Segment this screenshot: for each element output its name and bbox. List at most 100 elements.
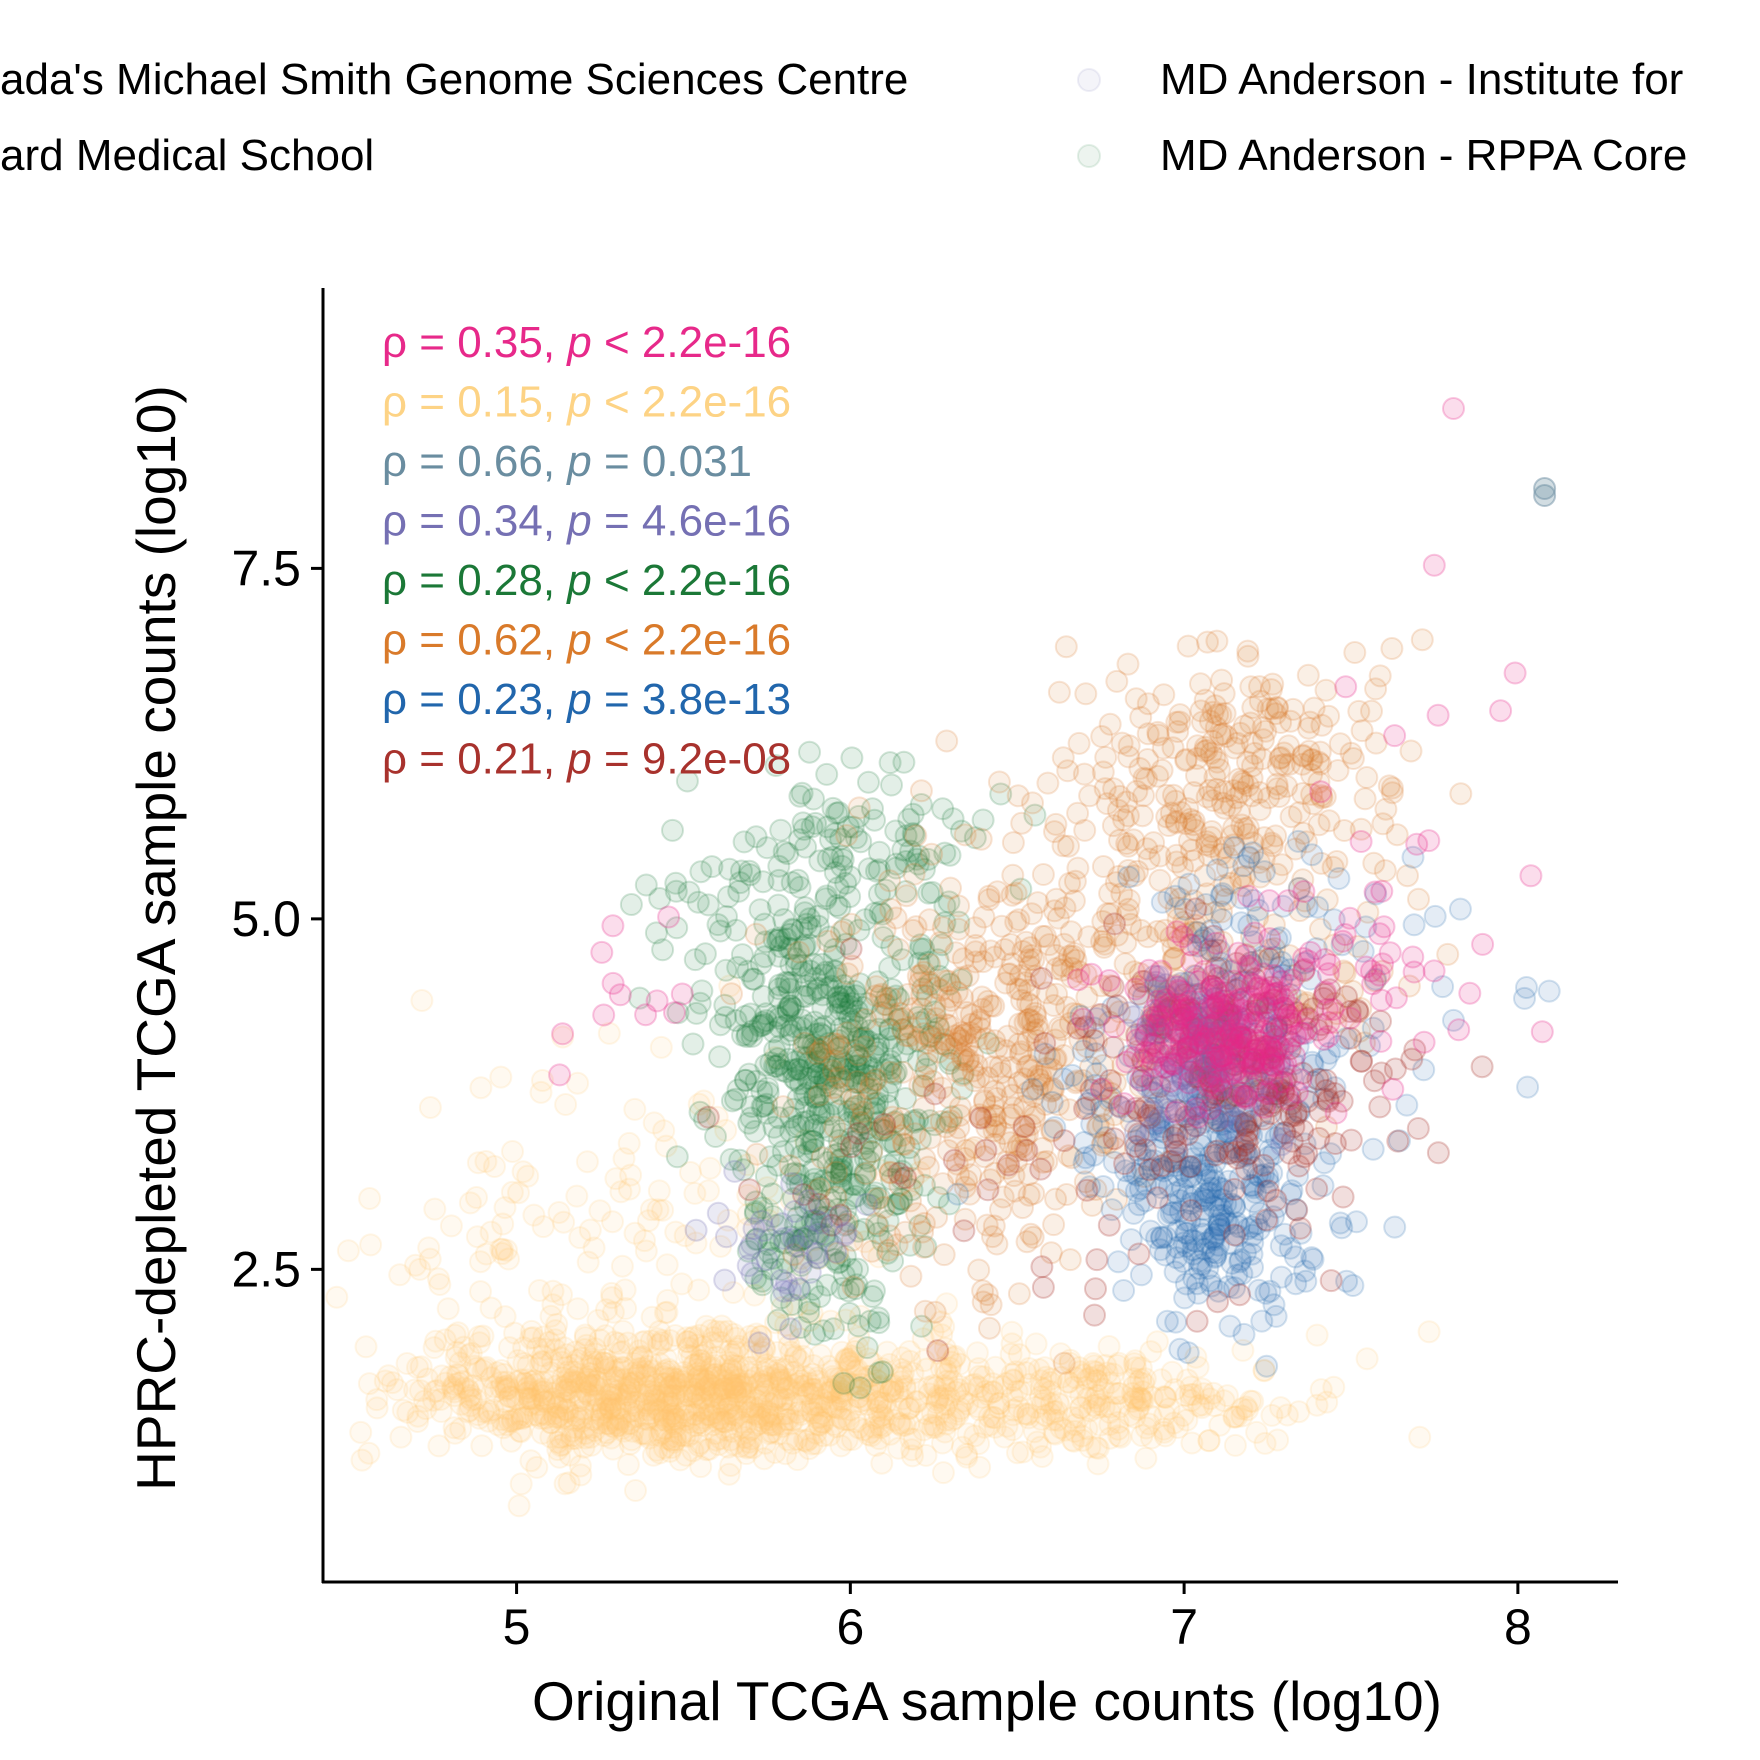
scatter-point: [781, 1431, 804, 1455]
scatter-point: [1031, 1275, 1055, 1299]
scatter-point: [1077, 925, 1101, 949]
scatter-point: [971, 1290, 995, 1314]
scatter-point: [1341, 747, 1365, 770]
scatter-point: [682, 1403, 706, 1427]
scatter-point: [976, 1178, 1000, 1202]
scatter-point: [1519, 864, 1543, 888]
scatter-point: [1146, 720, 1170, 744]
scatter-point: [1289, 1068, 1313, 1092]
scatter-point: [664, 1220, 688, 1244]
scatter-point: [1206, 1290, 1230, 1314]
y-axis-title: HPRC-depleted TCGA sample counts (log10): [125, 385, 187, 1491]
scatter-point: [738, 1237, 762, 1261]
scatter-point: [623, 1390, 647, 1414]
scatter-point: [537, 1330, 561, 1354]
scatter-point: [788, 875, 812, 899]
scatter-point: [753, 1431, 777, 1455]
scatter-point: [1250, 747, 1274, 771]
scatter-point: [1097, 1213, 1121, 1237]
scatter-point: [1166, 1131, 1190, 1155]
scatter-point: [489, 1376, 513, 1400]
scatter-point: [574, 1422, 597, 1445]
scatter-point: [1381, 1077, 1405, 1101]
scatter-point: [477, 1401, 501, 1425]
scatter-point: [493, 1305, 517, 1329]
scatter-point: [549, 1346, 573, 1370]
scatter-point: [702, 1376, 726, 1400]
scatter-point: [909, 779, 933, 803]
scatter-point: [839, 937, 863, 961]
scatter-point: [542, 1382, 566, 1405]
scatter-point: [1279, 805, 1303, 829]
scatter-point: [715, 1388, 739, 1412]
scatter-point: [471, 1377, 495, 1401]
scatter-point: [1245, 1038, 1269, 1062]
scatter-point: [558, 1443, 582, 1467]
scatter-point: [603, 1330, 627, 1354]
scatter-point: [687, 1373, 711, 1397]
scatter-point: [1044, 1187, 1068, 1211]
scatter-point: [635, 1391, 659, 1415]
scatter-point: [554, 1374, 578, 1397]
scatter-point: [1233, 817, 1256, 841]
scatter-point: [525, 1336, 549, 1360]
scatter-point: [664, 1415, 687, 1439]
scatter-point: [708, 1379, 731, 1402]
scatter-point: [517, 1380, 541, 1404]
scatter-point: [869, 1416, 893, 1440]
scatter-point: [575, 1333, 599, 1357]
scatter-point: [1054, 635, 1078, 659]
scatter-point: [620, 1371, 643, 1395]
scatter-point: [844, 1410, 868, 1434]
scatter-point: [931, 797, 955, 821]
scatter-point: [530, 1421, 554, 1445]
correlation-value: 2.2e-16: [642, 616, 791, 665]
correlation-value: 0.35: [457, 318, 543, 367]
scatter-point: [747, 1405, 771, 1429]
scatter-point: [1176, 634, 1200, 658]
scatter-point: [610, 1254, 634, 1278]
scatter-point: [737, 1400, 761, 1424]
scatter-point: [422, 1388, 446, 1412]
scatter-point: [792, 1374, 816, 1398]
scatter-point: [1116, 652, 1140, 676]
scatter-point: [1239, 675, 1263, 699]
correlation-annotations: ρ = 0.35, p < 2.2e-16ρ = 0.15, p < 2.2e-…: [382, 318, 791, 784]
scatter-point: [890, 1346, 914, 1370]
scatter-point: [1026, 891, 1050, 915]
correlation-label: ρ = 0.34, p = 4.6e-16: [382, 497, 791, 546]
scatter-point: [769, 818, 793, 842]
scatter-point: [1256, 697, 1280, 721]
scatter-point: [1044, 812, 1068, 836]
scatter-point: [531, 1380, 555, 1404]
scatter-point: [577, 1365, 601, 1389]
scatter-point: [808, 1394, 832, 1418]
scatter-point: [1245, 1420, 1269, 1444]
scatter-point: [665, 1407, 689, 1431]
scatter-point: [899, 1189, 922, 1213]
scatter-point: [926, 1339, 950, 1363]
scatter-point: [1305, 1323, 1329, 1347]
correlation-value: 0.031: [642, 437, 752, 486]
scatter-point: [349, 1420, 373, 1444]
legend-label: MD Anderson - RPPA Core: [1160, 131, 1687, 180]
scatter-point: [563, 1403, 587, 1427]
scatter-point: [519, 1449, 543, 1473]
scatter-point: [870, 1451, 894, 1475]
scatter-point: [898, 1349, 922, 1373]
scatter-point: [711, 1377, 735, 1401]
scatter-point: [1168, 1337, 1192, 1361]
scatter-point: [610, 1355, 634, 1379]
scatter-point: [1150, 890, 1174, 914]
scatter-point: [836, 962, 860, 986]
scatter-point: [782, 1360, 806, 1384]
scatter-point: [747, 1371, 771, 1395]
scatter-point: [575, 1150, 599, 1174]
scatter-point: [1137, 958, 1161, 982]
scatter-point: [418, 1096, 442, 1119]
scatter-point: [1222, 1177, 1246, 1201]
scatter-point: [678, 1410, 702, 1434]
scatter-point: [457, 1386, 481, 1409]
scatter-point: [651, 938, 675, 962]
scatter-point: [1458, 981, 1482, 1005]
